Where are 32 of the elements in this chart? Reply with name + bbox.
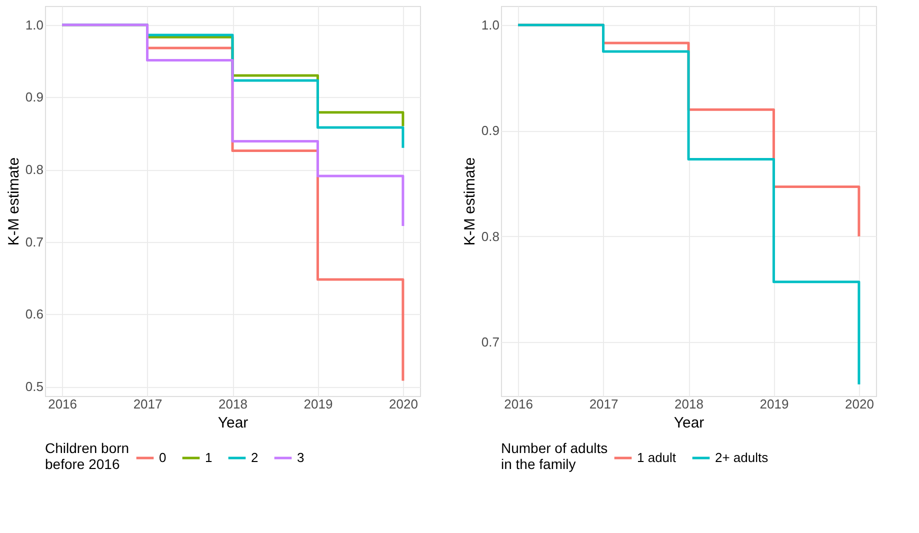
x-tick-label: 2017 <box>589 396 618 412</box>
x-tick-label: 2020 <box>388 396 418 412</box>
legend-label: 1 adult <box>637 450 676 465</box>
y-tick-label: 0.8 <box>25 162 44 178</box>
y-tick-label: 0.9 <box>25 90 44 105</box>
x-tick-label: 2016 <box>48 396 78 412</box>
x-axis-title: Year <box>674 414 704 432</box>
x-tick-label: 2019 <box>760 396 789 412</box>
x-tick-label: 2019 <box>304 396 333 412</box>
x-tick-label: 2018 <box>674 396 704 412</box>
y-tick-label: 0.6 <box>25 306 44 322</box>
y-tick-label: 1.0 <box>481 18 500 33</box>
x-axis-title: Year <box>218 414 248 432</box>
x-tick-label: 2018 <box>218 396 248 412</box>
y-tick-label: 0.9 <box>481 123 500 138</box>
y-tick-label: 0.5 <box>25 379 44 394</box>
y-tick-label: 1.0 <box>25 17 44 32</box>
y-tick-label: 0.7 <box>25 234 44 250</box>
y-axis-title: K-M estimate <box>461 157 478 246</box>
x-tick-label: 2017 <box>133 396 162 412</box>
y-tick-label: 0.8 <box>481 228 500 244</box>
y-tick-label: 0.7 <box>481 334 500 350</box>
legend-label: 2+ adults <box>715 450 769 465</box>
legend-label: 1 <box>205 450 212 465</box>
legend-title: Children born before 2016 <box>45 440 130 472</box>
legend-label: 3 <box>297 450 304 465</box>
legend-title: Number of adults in the family <box>501 440 608 472</box>
y-axis-title: K-M estimate <box>5 157 22 246</box>
x-tick-label: 2016 <box>504 396 534 412</box>
x-tick-label: 2020 <box>844 396 874 412</box>
legend-label: 0 <box>159 450 166 465</box>
legend-label: 2 <box>251 450 258 465</box>
